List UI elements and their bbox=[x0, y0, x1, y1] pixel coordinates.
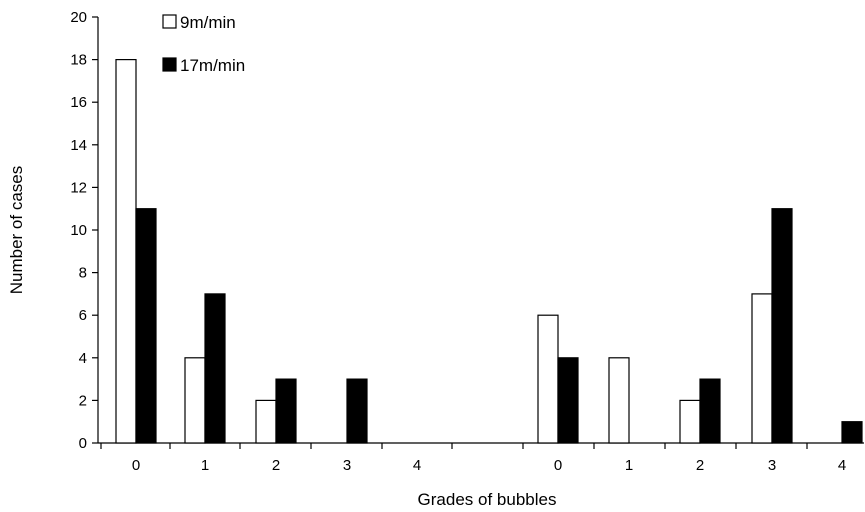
y-tick-label: 20 bbox=[70, 9, 87, 26]
x-tick-label: 3 bbox=[343, 457, 351, 474]
x-tick-label: 1 bbox=[201, 457, 209, 474]
legend-swatch-9m-min bbox=[162, 14, 177, 29]
legend: 9m/min 17m/min bbox=[162, 13, 245, 75]
y-tick-label: 4 bbox=[79, 350, 87, 367]
bar-9m-min bbox=[184, 357, 206, 444]
legend-label-9m-min: 9m/min bbox=[180, 13, 236, 32]
y-tick-label: 10 bbox=[70, 222, 87, 239]
bar-17m-min bbox=[841, 421, 863, 444]
y-tick-label: 18 bbox=[70, 52, 87, 69]
x-tick-label: 0 bbox=[554, 457, 562, 474]
bar-9m-min bbox=[537, 314, 559, 444]
legend-swatch-17m-min bbox=[162, 57, 177, 72]
x-tick-label: 4 bbox=[838, 457, 846, 474]
y-tick-label: 8 bbox=[79, 265, 87, 282]
y-tick-label: 0 bbox=[79, 435, 87, 452]
bar-9m-min bbox=[255, 399, 277, 444]
y-axis-title: Number of cases bbox=[7, 166, 26, 295]
bar-9m-min bbox=[115, 58, 137, 444]
bars bbox=[115, 58, 863, 444]
y-axis: 0 2 4 6 8 10 12 14 16 18 20 bbox=[70, 9, 99, 452]
bar-17m-min bbox=[346, 378, 368, 444]
bar-17m-min bbox=[771, 208, 793, 444]
y-tick-label: 6 bbox=[79, 307, 87, 324]
x-tick-label: 2 bbox=[696, 457, 704, 474]
legend-label-17m-min: 17m/min bbox=[180, 56, 245, 75]
bar-17m-min bbox=[699, 378, 721, 444]
x-axis: 0 1 2 3 4 0 1 2 3 4 bbox=[98, 442, 864, 474]
bar-17m-min bbox=[275, 378, 297, 444]
bar-17m-min bbox=[135, 208, 157, 444]
x-tick-label: 0 bbox=[132, 457, 140, 474]
bar-9m-min bbox=[679, 399, 701, 444]
bar-17m-min bbox=[557, 357, 579, 444]
x-tick-label: 4 bbox=[413, 457, 421, 474]
x-tick-label: 3 bbox=[768, 457, 776, 474]
bar-9m-min bbox=[608, 357, 630, 444]
bar-17m-min bbox=[204, 293, 226, 444]
y-tick-label: 2 bbox=[79, 392, 87, 409]
bar-9m-min bbox=[751, 293, 773, 444]
y-tick-label: 12 bbox=[70, 179, 87, 196]
y-tick-label: 16 bbox=[70, 94, 87, 111]
x-tick-label: 2 bbox=[272, 457, 280, 474]
x-axis-title: Grades of bubbles bbox=[418, 490, 557, 509]
y-tick-label: 14 bbox=[70, 137, 87, 154]
x-tick-label: 1 bbox=[625, 457, 633, 474]
